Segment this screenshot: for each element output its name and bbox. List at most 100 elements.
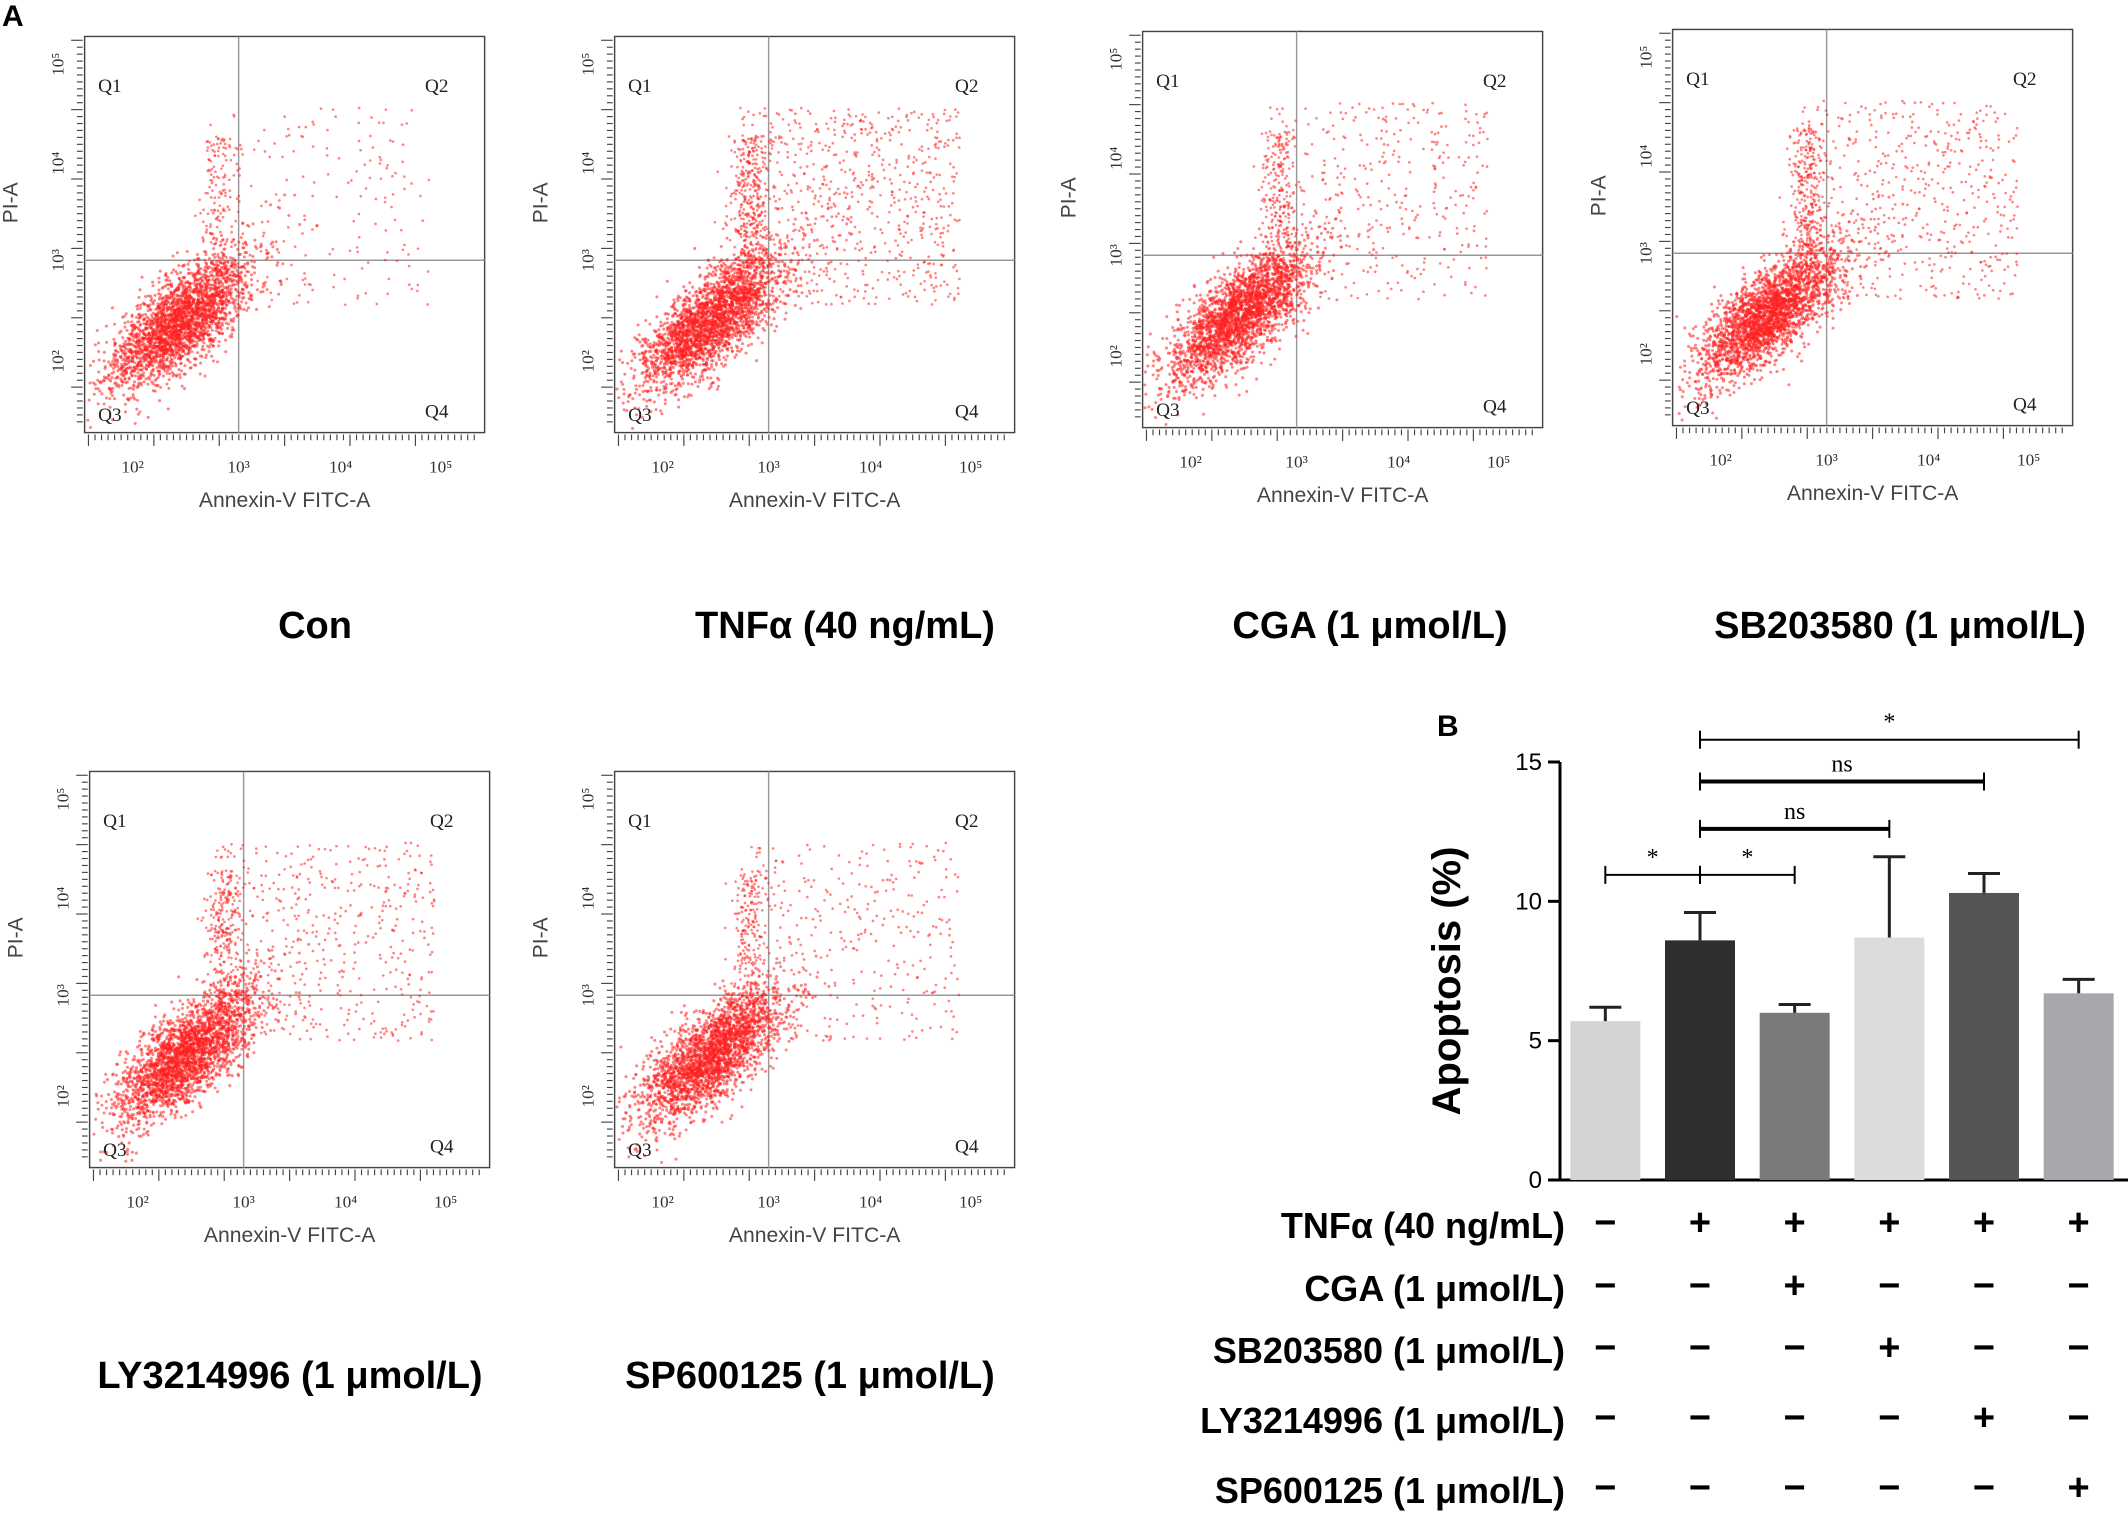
quadrant-label: Q3: [1686, 398, 1710, 419]
plot-frame: [83, 35, 486, 434]
flow-plot-sb203580: Q1 Q2 Q3 Q4 10² 10³ 10⁴ 10⁵ 10² 10³ 10⁴ 10⁵ Annexin-…: [1587, 18, 2088, 505]
treatment-sign: +: [1869, 1202, 1909, 1245]
x-axis-label: Annexin-V FITC-A: [1257, 484, 1429, 507]
y-tick-label: 10²: [578, 1085, 597, 1107]
y-tick-label: 10³: [1636, 242, 1655, 264]
treatment-sign: −: [1964, 1265, 2004, 1308]
y-axis-label: Apoptosis (%): [1425, 847, 1469, 1116]
x-tick-label: 10³: [1285, 453, 1307, 472]
flow-plot-cga: Q1 Q2 Q3 Q4 10² 10³ 10⁴ 10⁵ 10² 10³ 10⁴ 10⁵ Annexin-…: [1057, 20, 1558, 507]
y-tick-label: 10²: [53, 1085, 72, 1107]
y-axis-label: PI-A: [529, 182, 552, 223]
y-axis-label: PI-A: [1587, 175, 1610, 216]
flow-plot-svg: Q1 Q2 Q3 Q4 10² 10³ 10⁴ 10⁵ 10² 10³ 10⁴ 10⁵ Annexin-…: [529, 35, 1016, 512]
y-tick-label: 10³: [48, 249, 67, 271]
treatment-row-label: SB203580 (1 μmol/L): [1213, 1330, 1565, 1372]
y-tick-label: 10⁵: [53, 788, 72, 811]
treatment-sign: −: [2059, 1327, 2099, 1370]
flow-plot-tnf: Q1 Q2 Q3 Q4 10² 10³ 10⁴ 10⁵ 10² 10³ 10⁴ 10⁵ Annexin-…: [529, 25, 1030, 512]
quadrant-label: Q4: [955, 401, 979, 422]
x-tick-label: 10²: [651, 458, 673, 477]
y-tick-label: 5: [1529, 1028, 1542, 1055]
treatment-row-label: TNFα (40 ng/mL): [1281, 1205, 1565, 1247]
quadrant-label: Q4: [955, 1136, 979, 1157]
quadrant-label: Q1: [1156, 71, 1180, 92]
x-tick-label: 10³: [232, 1193, 254, 1212]
x-axis-label: Annexin-V FITC-A: [729, 489, 901, 512]
dot-cloud: [86, 106, 431, 430]
significance-label: ns: [1831, 752, 1852, 778]
y-tick-label: 10²: [48, 350, 67, 372]
dot-cloud: [615, 106, 961, 430]
treatment-sign: −: [1869, 1265, 1909, 1308]
treatment-sign: −: [1680, 1467, 1720, 1510]
treatment-sign: +: [1775, 1202, 1815, 1245]
quadrant-label: Q2: [2013, 69, 2037, 90]
x-tick-label: 10⁵: [959, 458, 982, 477]
quadrant-label: Q4: [430, 1136, 454, 1157]
x-axis-label: Annexin-V FITC-A: [1787, 482, 1959, 505]
x-axis-label: Annexin-V FITC-A: [204, 1224, 376, 1247]
y-tick-label: 10⁵: [1106, 48, 1125, 71]
y-tick-label: 10⁴: [578, 887, 597, 910]
quadrant-label: Q1: [103, 811, 127, 832]
x-tick-label: 10²: [1179, 453, 1201, 472]
y-tick-label: 15: [1515, 749, 1542, 776]
treatment-row-label: LY3214996 (1 μmol/L): [1200, 1400, 1565, 1442]
panel-b-letter: B: [1437, 710, 1459, 744]
x-tick-label: 10⁵: [434, 1193, 457, 1212]
x-tick-label: 10⁴: [329, 458, 352, 477]
significance-bracket: ns: [1699, 799, 1891, 838]
y-tick-label: 10: [1515, 888, 1542, 915]
treatment-sign: +: [2059, 1467, 2099, 1510]
quadrant-label: Q2: [425, 76, 449, 97]
dot-cloud: [1675, 99, 2019, 422]
x-tick-label: 10⁴: [1917, 451, 1940, 470]
y-tick-label: 10⁵: [1636, 46, 1655, 69]
quadrant-label: Q3: [98, 405, 122, 426]
flow-plot-con: Q1 Q2 Q3 Q4 10² 10³ 10⁴ 10⁵ 10² 10³ 10⁴ 10⁵ Annexin-…: [0, 25, 500, 512]
x-tick-label: 10⁴: [859, 458, 882, 477]
plot-frame: [613, 770, 1016, 1169]
quadrant-label: Q2: [430, 811, 454, 832]
y-axis-label: PI-A: [4, 917, 27, 958]
x-tick-label: 10³: [227, 458, 249, 477]
y-tick-label: 10⁴: [1636, 145, 1655, 168]
y-tick-label: 0: [1529, 1167, 1542, 1194]
quadrant-label: Q4: [425, 401, 449, 422]
x-tick-label: 10⁵: [1487, 453, 1510, 472]
x-tick-label: 10²: [121, 458, 143, 477]
treatment-sign: −: [1964, 1327, 2004, 1370]
x-tick-label: 10²: [1709, 451, 1731, 470]
flow-plot-sp600125: Q1 Q2 Q3 Q4 10² 10³ 10⁴ 10⁵ 10² 10³ 10⁴ 10⁵ Annexin-…: [529, 760, 1030, 1247]
treatment-sign: −: [1585, 1265, 1625, 1308]
dot-cloud: [92, 841, 436, 1163]
y-tick-label: 10⁵: [578, 53, 597, 76]
x-tick-label: 10⁵: [2017, 451, 2040, 470]
treatment-sign: −: [1775, 1467, 1815, 1510]
x-axis-label: Annexin-V FITC-A: [729, 1224, 901, 1247]
treatment-sign: −: [1680, 1265, 1720, 1308]
treatment-sign: −: [1680, 1397, 1720, 1440]
flow-caption-ly3214996: LY3214996 (1 μmol/L): [97, 1355, 482, 1398]
y-tick-label: 10⁵: [578, 788, 597, 811]
quadrant-label: Q1: [1686, 69, 1710, 90]
treatment-sign: −: [1775, 1397, 1815, 1440]
quadrant-label: Q1: [628, 76, 652, 97]
flow-plot-svg: Q1 Q2 Q3 Q4 10² 10³ 10⁴ 10⁵ 10² 10³ 10⁴ 10⁵ Annexin-…: [4, 770, 491, 1247]
treatment-sign: +: [1964, 1202, 2004, 1245]
dot-cloud: [615, 841, 961, 1164]
flow-plot-svg: Q1 Q2 Q3 Q4 10² 10³ 10⁴ 10⁵ 10² 10³ 10⁴ 10⁵ Annexin-…: [0, 35, 486, 512]
quadrant-label: Q4: [2013, 394, 2037, 415]
x-tick-label: 10⁵: [429, 458, 452, 477]
flow-caption-tnf: TNFα (40 ng/mL): [695, 605, 995, 648]
treatment-sign: +: [1964, 1397, 2004, 1440]
flow-caption-cga: CGA (1 μmol/L): [1232, 605, 1507, 648]
x-tick-label: 10³: [757, 458, 779, 477]
flow-plot-ly3214996: Q1 Q2 Q3 Q4 10² 10³ 10⁴ 10⁵ 10² 10³ 10⁴ 10⁵ Annexin-…: [4, 760, 505, 1247]
flow-caption-sb203580: SB203580 (1 μmol/L): [1714, 605, 2086, 648]
treatment-sign: −: [1869, 1467, 1909, 1510]
quadrant-label: Q2: [955, 76, 979, 97]
quadrant-label: Q1: [628, 811, 652, 832]
x-tick-label: 10⁴: [859, 1193, 882, 1212]
